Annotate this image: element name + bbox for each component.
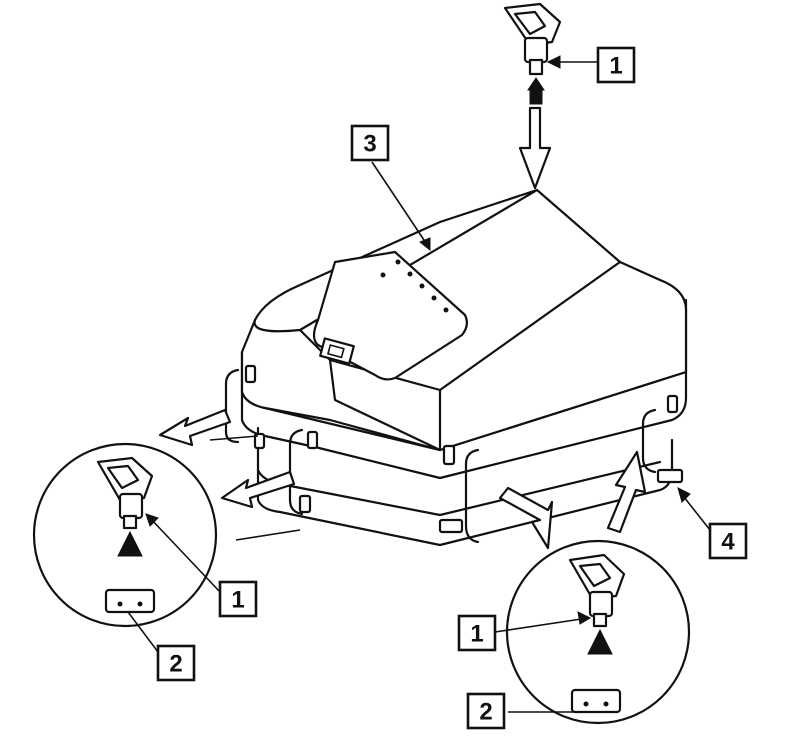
middle-section: [240, 298, 688, 480]
callout-2-right: 2: [466, 692, 506, 730]
ground-line: [235, 529, 301, 541]
arrow-down-top: [518, 106, 552, 190]
callout-2-left: 2: [156, 644, 196, 682]
callout-1-right: 1: [457, 614, 497, 652]
latch-detail-left: [96, 456, 154, 557]
catch-plate-left: [104, 588, 156, 614]
latch-top: [503, 2, 562, 105]
callout-label: 1: [470, 621, 483, 648]
callout-label: 4: [721, 529, 735, 556]
callout-label: 3: [363, 131, 376, 158]
detail-circle-right: [505, 539, 691, 725]
direction-arrows: [158, 106, 647, 550]
arrow-left-upper: [158, 408, 232, 447]
callout-label: 2: [479, 699, 492, 726]
detail-circle-left: [32, 442, 218, 628]
cover-assembly: [209, 188, 688, 547]
arrow-up-bottom-center: [498, 486, 554, 550]
latch-straps: [224, 368, 657, 544]
callout-label: 2: [169, 651, 182, 678]
arrow-up-right: [606, 450, 647, 534]
panel-fasteners: [380, 259, 449, 313]
callout-label: 1: [231, 587, 244, 614]
callout-4: 4: [708, 522, 748, 560]
arrow-left-lower: [220, 470, 296, 509]
panel-handle: [319, 337, 355, 365]
callout-label: 1: [609, 53, 622, 80]
callout-3: 3: [350, 124, 390, 162]
latch-detail-right: [568, 553, 626, 655]
callout-1-top: 1: [596, 46, 636, 84]
side-slots: [244, 364, 684, 534]
leader-lines: [127, 55, 711, 713]
catch-plate-right: [570, 688, 622, 714]
callout-1-left: 1: [218, 580, 258, 618]
